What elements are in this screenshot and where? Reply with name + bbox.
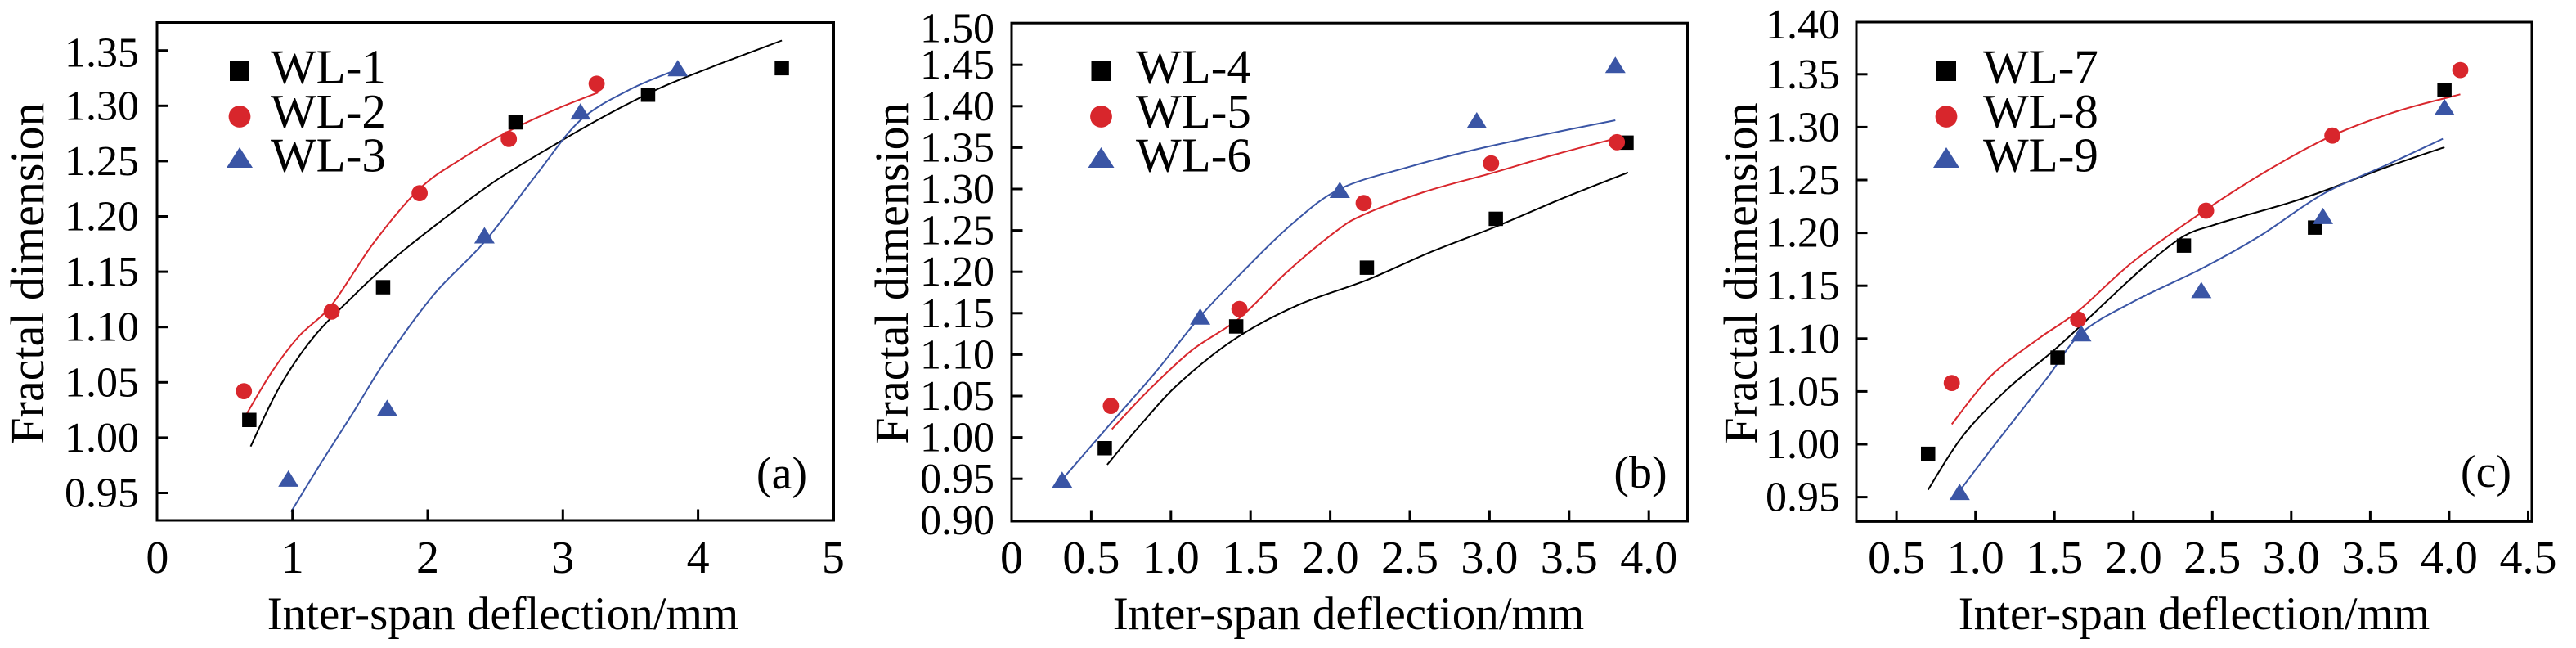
svg-text:1.0: 1.0 bbox=[1142, 533, 1200, 583]
svg-text:5: 5 bbox=[822, 533, 845, 583]
svg-text:Fractal dimension: Fractal dimension bbox=[865, 102, 918, 443]
svg-text:1.15: 1.15 bbox=[65, 249, 139, 295]
svg-text:1: 1 bbox=[281, 533, 304, 583]
svg-text:WL-7: WL-7 bbox=[1983, 40, 2098, 94]
svg-text:1.45: 1.45 bbox=[920, 42, 994, 88]
svg-text:1.35: 1.35 bbox=[65, 30, 139, 77]
svg-text:WL-3: WL-3 bbox=[271, 128, 386, 182]
svg-text:4.5: 4.5 bbox=[2500, 533, 2557, 583]
svg-text:WL-8: WL-8 bbox=[1983, 84, 2098, 138]
svg-text:3.0: 3.0 bbox=[2263, 533, 2320, 583]
svg-text:2.5: 2.5 bbox=[1381, 533, 1438, 583]
svg-text:1.25: 1.25 bbox=[1766, 157, 1840, 204]
svg-text:0.95: 0.95 bbox=[1766, 475, 1840, 521]
svg-text:1.10: 1.10 bbox=[1766, 316, 1840, 362]
svg-text:1.40: 1.40 bbox=[1766, 2, 1840, 48]
svg-text:(b): (b) bbox=[1613, 448, 1667, 498]
svg-text:2.5: 2.5 bbox=[2183, 533, 2241, 583]
svg-text:1.5: 1.5 bbox=[2026, 533, 2083, 583]
svg-text:4.0: 4.0 bbox=[2421, 533, 2478, 583]
svg-text:WL-5: WL-5 bbox=[1136, 84, 1251, 138]
svg-text:1.00: 1.00 bbox=[65, 415, 139, 461]
svg-text:1.00: 1.00 bbox=[1766, 421, 1840, 468]
svg-text:(a): (a) bbox=[756, 448, 807, 499]
svg-text:1.05: 1.05 bbox=[65, 359, 139, 406]
svg-text:WL-4: WL-4 bbox=[1136, 40, 1251, 94]
svg-text:1.30: 1.30 bbox=[920, 166, 994, 213]
svg-text:1.0: 1.0 bbox=[1947, 533, 2004, 583]
svg-text:0.95: 0.95 bbox=[65, 470, 139, 517]
svg-text:1.20: 1.20 bbox=[920, 249, 994, 295]
svg-text:WL-6: WL-6 bbox=[1136, 128, 1251, 182]
svg-text:3.0: 3.0 bbox=[1461, 533, 1518, 583]
svg-text:0.5: 0.5 bbox=[1062, 533, 1120, 583]
svg-text:3: 3 bbox=[551, 533, 574, 583]
svg-text:WL-1: WL-1 bbox=[271, 40, 386, 94]
svg-text:Fractal dimension: Fractal dimension bbox=[1, 102, 54, 443]
svg-text:0: 0 bbox=[1000, 533, 1023, 583]
svg-text:1.10: 1.10 bbox=[920, 331, 994, 378]
svg-text:WL-2: WL-2 bbox=[271, 84, 386, 138]
svg-text:1.05: 1.05 bbox=[920, 373, 994, 420]
svg-text:1.30: 1.30 bbox=[65, 83, 139, 129]
svg-text:3.5: 3.5 bbox=[2341, 533, 2399, 583]
svg-text:1.05: 1.05 bbox=[1766, 368, 1840, 415]
svg-text:3.5: 3.5 bbox=[1541, 533, 1598, 583]
svg-text:1.35: 1.35 bbox=[1766, 52, 1840, 98]
svg-text:0: 0 bbox=[146, 533, 168, 583]
svg-text:2: 2 bbox=[416, 533, 439, 583]
svg-text:(c): (c) bbox=[2461, 447, 2511, 497]
svg-text:4: 4 bbox=[687, 533, 710, 583]
svg-text:1.20: 1.20 bbox=[1766, 210, 1840, 257]
svg-text:4.0: 4.0 bbox=[1620, 533, 1677, 583]
svg-text:2.0: 2.0 bbox=[2105, 533, 2162, 583]
svg-text:1.15: 1.15 bbox=[920, 290, 994, 337]
svg-text:1.00: 1.00 bbox=[920, 415, 994, 461]
svg-text:1.25: 1.25 bbox=[65, 138, 139, 185]
svg-text:1.20: 1.20 bbox=[65, 194, 139, 241]
svg-text:Inter-span deflection/mm: Inter-span deflection/mm bbox=[267, 588, 739, 640]
svg-text:1.30: 1.30 bbox=[1766, 104, 1840, 151]
svg-text:1.40: 1.40 bbox=[920, 83, 994, 130]
svg-text:1.10: 1.10 bbox=[65, 304, 139, 351]
svg-text:1.35: 1.35 bbox=[920, 124, 994, 171]
svg-text:Fractal dimension: Fractal dimension bbox=[1714, 102, 1767, 443]
svg-text:2.0: 2.0 bbox=[1302, 533, 1359, 583]
svg-text:1.25: 1.25 bbox=[920, 208, 994, 254]
svg-text:0.95: 0.95 bbox=[920, 456, 994, 502]
svg-text:1.50: 1.50 bbox=[920, 6, 994, 52]
svg-text:Inter-span deflection/mm: Inter-span deflection/mm bbox=[1113, 588, 1585, 640]
svg-text:Inter-span deflection/mm: Inter-span deflection/mm bbox=[1959, 588, 2430, 640]
svg-text:0.5: 0.5 bbox=[1868, 533, 1925, 583]
svg-text:1.15: 1.15 bbox=[1766, 263, 1840, 309]
svg-text:WL-9: WL-9 bbox=[1983, 128, 2098, 182]
svg-text:0.90: 0.90 bbox=[920, 497, 994, 544]
svg-text:1.5: 1.5 bbox=[1222, 533, 1279, 583]
